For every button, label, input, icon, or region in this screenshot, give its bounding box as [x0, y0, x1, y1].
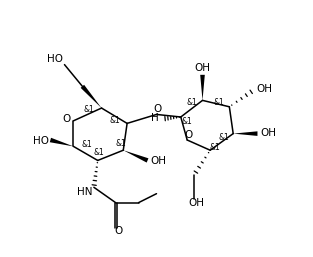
Text: &1: &1	[94, 148, 104, 157]
Text: OH: OH	[257, 84, 273, 94]
Text: OH: OH	[194, 63, 211, 74]
Text: O: O	[153, 104, 161, 114]
Text: HO: HO	[47, 54, 63, 65]
Text: HO: HO	[33, 136, 49, 146]
Text: HN: HN	[77, 187, 93, 197]
Text: O: O	[115, 226, 123, 236]
Polygon shape	[200, 75, 205, 100]
Polygon shape	[233, 131, 258, 136]
Text: &1: &1	[81, 140, 92, 149]
Text: &1: &1	[115, 139, 126, 148]
Polygon shape	[50, 138, 74, 146]
Text: &1: &1	[214, 98, 224, 107]
Text: OH: OH	[150, 156, 166, 166]
Text: H: H	[151, 113, 159, 123]
Text: &1: &1	[110, 116, 120, 125]
Polygon shape	[123, 150, 148, 163]
Text: O: O	[184, 130, 192, 140]
Text: &1: &1	[84, 105, 95, 114]
Text: &1: &1	[187, 98, 197, 107]
Polygon shape	[81, 85, 101, 108]
Text: &1: &1	[181, 117, 192, 126]
Text: OH: OH	[260, 128, 276, 138]
Text: OH: OH	[188, 198, 204, 208]
Text: &1: &1	[218, 133, 229, 142]
Text: &1: &1	[210, 143, 221, 152]
Text: O: O	[62, 114, 70, 124]
